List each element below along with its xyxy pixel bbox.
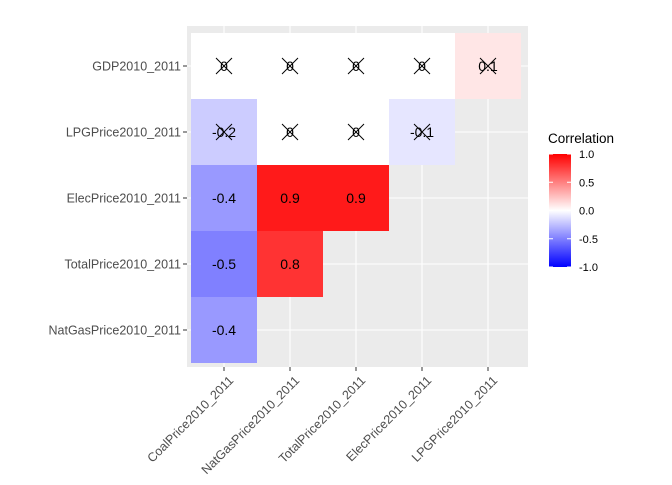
- insignificant-cross-mark: [413, 123, 431, 141]
- legend-tick-label: 1.0: [579, 149, 594, 161]
- heatmap-cell: [257, 231, 323, 297]
- y-tick-label: GDP2010_2011: [92, 60, 181, 74]
- insignificant-cross-mark: [281, 57, 299, 75]
- x-tick-labels: CoalPrice2010_2011NatGasPrice2010_2011To…: [145, 367, 500, 477]
- cell-value-label: -0.4: [212, 322, 236, 338]
- y-tick-label: LPGPrice2010_2011: [66, 126, 181, 140]
- cell-value-label: 0.8: [280, 256, 300, 272]
- legend-tick-label: -0.5: [579, 234, 598, 246]
- heatmap-cells: 00000.1-0.200-0.1-0.40.90.9-0.50.8-0.4: [191, 33, 521, 363]
- heatmap-cell: [191, 231, 257, 297]
- insignificant-cross-mark: [215, 57, 233, 75]
- legend-tick-label: 0.5: [579, 177, 594, 189]
- legend-tick-label: 0.0: [579, 206, 594, 218]
- y-tick-label: ElecPrice2010_2011: [67, 192, 181, 206]
- legend-tick-label: -1.0: [579, 262, 598, 274]
- cell-value-label: -0.4: [212, 190, 236, 206]
- insignificant-cross-mark: [347, 123, 365, 141]
- insignificant-cross-mark: [479, 57, 497, 75]
- y-tick-label: TotalPrice2010_2011: [64, 258, 181, 272]
- insignificant-cross-mark: [347, 57, 365, 75]
- insignificant-cross-mark: [413, 57, 431, 75]
- y-tick-labels: GDP2010_2011 LPGPrice2010_2011 ElecPrice20…: [49, 60, 187, 338]
- legend-colorbar: [549, 154, 571, 267]
- heatmap-cell: [257, 165, 323, 231]
- legend-title: Correlation: [548, 131, 614, 146]
- y-tick-label: NatGasPrice2010_2011: [49, 324, 182, 338]
- cell-value-label: -0.5: [212, 256, 236, 272]
- legend: Correlation 1.0 0.5 0.0 -0.5 -1.0: [548, 131, 614, 274]
- cell-value-label: 0.9: [346, 190, 366, 206]
- cell-value-label: 0.9: [280, 190, 300, 206]
- insignificant-cross-mark: [215, 123, 233, 141]
- heatmap-cell: [191, 165, 257, 231]
- heatmap-cell: [191, 297, 257, 363]
- heatmap-cell: [323, 165, 389, 231]
- insignificant-cross-mark: [281, 123, 299, 141]
